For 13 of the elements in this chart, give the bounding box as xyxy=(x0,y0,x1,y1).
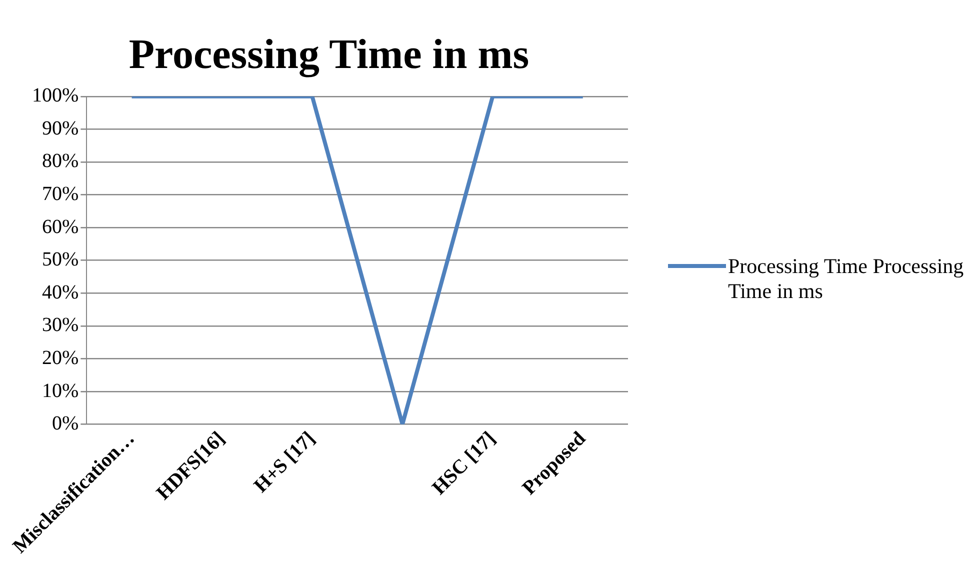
y-tick-label: 70% xyxy=(42,183,79,206)
y-tick-label: 30% xyxy=(42,314,79,336)
y-tick-label: 0% xyxy=(52,412,79,435)
y-tick-label: 100% xyxy=(32,84,79,107)
y-tick-label: 90% xyxy=(42,117,79,140)
y-tick-label: 80% xyxy=(42,150,79,172)
y-tick-label: 40% xyxy=(42,281,79,304)
chart-title: Processing Time in ms xyxy=(128,32,530,78)
y-tick-label: 10% xyxy=(42,380,79,402)
y-tick-label: 50% xyxy=(42,248,79,271)
legend-label: Processing Time Processing Time in ms xyxy=(728,254,965,304)
y-tick-label: 60% xyxy=(42,216,79,238)
y-tick-label: 20% xyxy=(42,346,79,369)
